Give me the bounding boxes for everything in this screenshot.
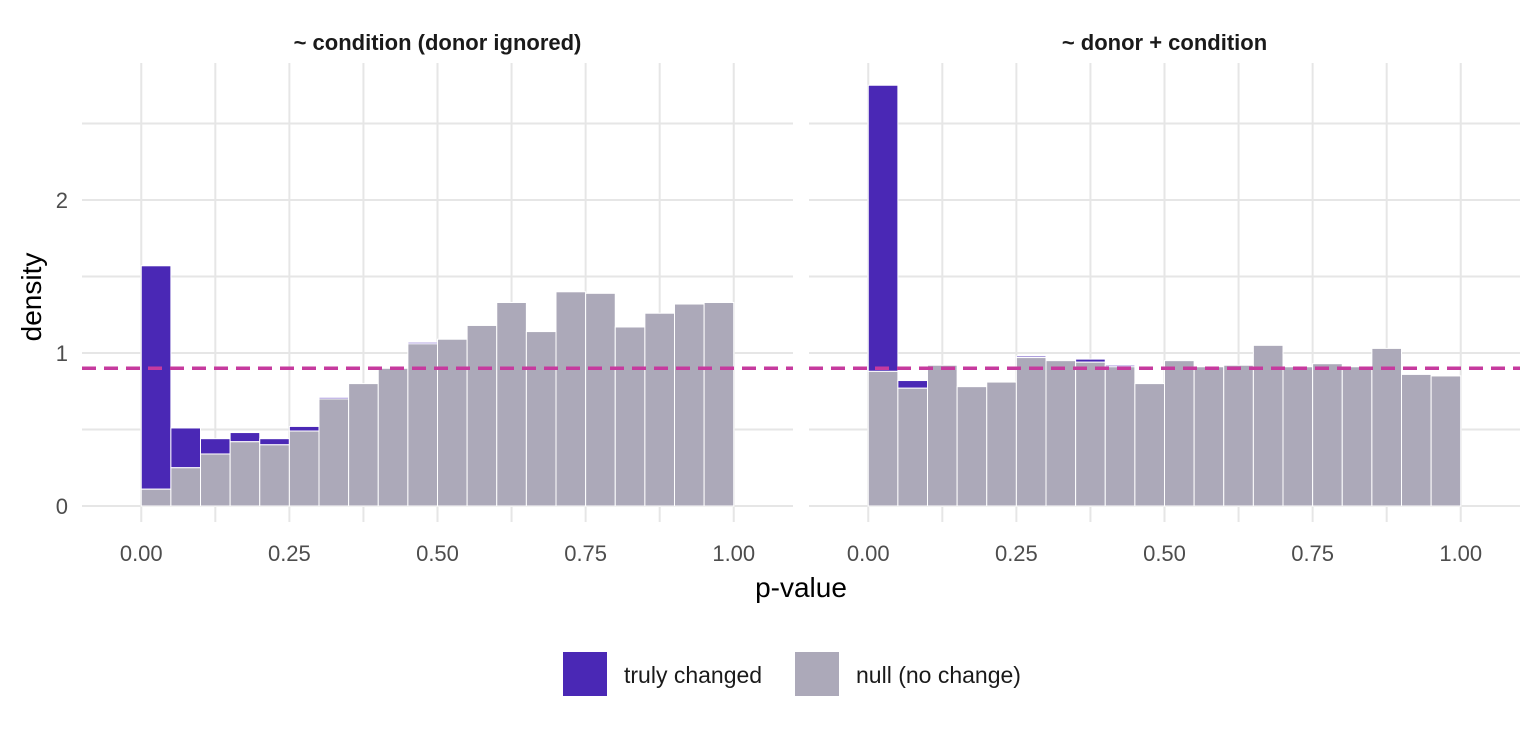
bar-null [466, 324, 498, 507]
panels-layer: ~ condition (donor ignored) 0.00 0.25 0.50 0… [56, 30, 1520, 566]
bar-truly-changed [170, 427, 201, 469]
bar-null [1075, 361, 1106, 507]
facet-panel-1: ~ donor + condition 0.00 0.25 0.50 0.75 1.00 [809, 30, 1520, 566]
bar-null [229, 441, 261, 507]
x-tick-label: 0.25 [995, 541, 1038, 566]
bar-null [1401, 373, 1432, 507]
legend-label-null: null (no change) [856, 662, 1021, 688]
bar-null [1045, 360, 1077, 507]
x-tick-label: 1.00 [712, 541, 755, 566]
bar-null [170, 467, 201, 507]
legend-label-truly-changed: truly changed [624, 662, 762, 688]
bar-truly-changed [259, 438, 290, 446]
bar-null [1223, 364, 1254, 507]
y-tick-label: 2 [56, 188, 68, 213]
legend: truly changed null (no change) [563, 652, 1021, 696]
facet-title: ~ donor + condition [1062, 30, 1267, 55]
bar-null [318, 398, 350, 507]
bar-null [1282, 366, 1314, 507]
bar-null [585, 292, 616, 507]
bar-null [377, 367, 409, 507]
bar-null [1371, 347, 1402, 507]
bar-null [1312, 363, 1343, 507]
y-axis-title: density [16, 253, 47, 342]
bar-null [1015, 357, 1047, 507]
bar-null [867, 370, 899, 507]
bar-null [1134, 383, 1165, 507]
bar-null [259, 444, 290, 507]
bar-null [525, 331, 557, 507]
x-tick-label: 1.00 [1439, 541, 1482, 566]
bar-null [140, 488, 172, 507]
facet-title: ~ condition (donor ignored) [294, 30, 582, 55]
bar-null [956, 386, 988, 507]
bar-truly-changed [867, 84, 899, 372]
bar-null [986, 381, 1017, 507]
bar-null [288, 430, 320, 507]
bar-truly-changed [229, 432, 261, 443]
bar-null [1341, 366, 1373, 507]
facet-panel-0: ~ condition (donor ignored) 0.00 0.25 0.50 0… [56, 30, 793, 566]
bar-truly-changed [897, 380, 928, 389]
legend-key-null [795, 652, 839, 696]
bar-null [1104, 366, 1136, 507]
x-axis-title: p-value [755, 572, 847, 603]
bar-null [496, 302, 527, 507]
y-tick-label: 1 [56, 341, 68, 366]
bar-null [703, 302, 735, 507]
bar-null [555, 291, 587, 507]
bar-null [614, 326, 646, 507]
bar-truly-changed [288, 425, 320, 432]
bar-null [437, 338, 468, 507]
bar-null [897, 387, 928, 507]
bar-null [1164, 360, 1195, 507]
x-tick-label: 0.75 [564, 541, 607, 566]
legend-key-truly-changed [563, 652, 607, 696]
x-tick-label: 0.00 [847, 541, 890, 566]
bar-null [1193, 366, 1225, 507]
bar-null [927, 364, 958, 507]
x-tick-label: 0.00 [120, 541, 163, 566]
y-tick-label: 0 [56, 494, 68, 519]
bar-null [644, 312, 675, 507]
bar-truly-changed [140, 265, 172, 490]
x-tick-label: 0.50 [416, 541, 459, 566]
bar-truly-changed [200, 438, 231, 455]
x-tick-label: 0.50 [1143, 541, 1186, 566]
x-tick-label: 0.25 [268, 541, 311, 566]
bar-null [348, 383, 379, 507]
bar-null [674, 303, 705, 507]
bar-null [200, 453, 231, 507]
x-tick-label: 0.75 [1291, 541, 1334, 566]
bar-null [1430, 375, 1462, 507]
